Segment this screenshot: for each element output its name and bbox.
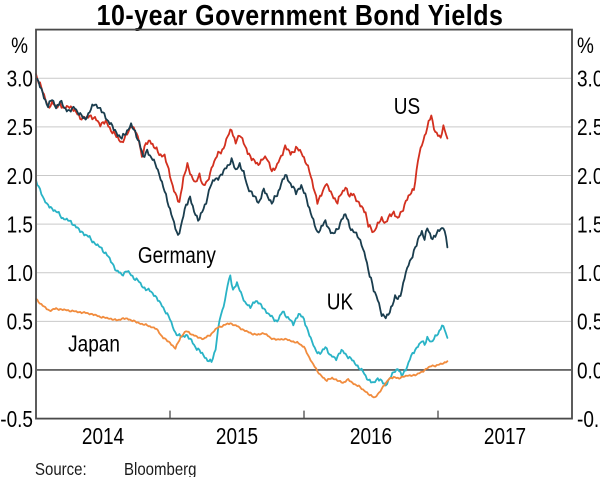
series-line-uk xyxy=(35,77,449,320)
y-axis-unit-left: % xyxy=(11,34,28,59)
y-axis-label-left-0.0: 0.0 xyxy=(7,359,33,384)
x-axis-label-2015: 2015 xyxy=(216,424,258,449)
series-label-uk: UK xyxy=(327,290,353,315)
x-axis-label-2017: 2017 xyxy=(484,424,526,449)
source-value: Bloomberg xyxy=(124,460,197,477)
y-axis-label-right-1.5: 1.5 xyxy=(577,213,600,238)
series-label-us: US xyxy=(394,95,420,120)
y-axis-label-left-2.0: 2.0 xyxy=(7,164,33,189)
x-axis-label-2016: 2016 xyxy=(350,424,392,449)
y-axis-label-right--0.5: -0.5 xyxy=(577,407,600,432)
y-axis-label-left-3.0: 3.0 xyxy=(7,67,33,92)
y-axis-label-right-0.0: 0.0 xyxy=(577,359,600,384)
y-axis-label-left--0.5: -0.5 xyxy=(0,407,33,432)
y-axis-label-left-1.5: 1.5 xyxy=(7,213,33,238)
series-label-germany: Germany xyxy=(138,243,217,268)
y-axis-label-left-0.5: 0.5 xyxy=(7,310,33,335)
y-axis-label-right-0.5: 0.5 xyxy=(577,310,600,335)
source-label: Source: xyxy=(35,460,87,477)
x-axis-label-2014: 2014 xyxy=(82,424,125,449)
y-axis-label-left-2.5: 2.5 xyxy=(7,116,33,141)
series-line-germany xyxy=(35,179,449,387)
y-axis-unit-right: % xyxy=(577,34,594,59)
y-axis-label-right-2.0: 2.0 xyxy=(577,164,600,189)
y-axis-label-right-3.0: 3.0 xyxy=(577,67,600,92)
series-line-japan xyxy=(35,298,449,399)
plot-area: 3.0 3.0 2.5 2.5 2.0 2.0 1.5 1.5 1.0 1.0 0.5 0.5 0.0 0… xyxy=(0,28,600,449)
chart-title: 10-year Government Bond Yields xyxy=(97,0,504,31)
y-axis-label-right-1.0: 1.0 xyxy=(577,261,600,286)
plot-frame xyxy=(35,28,573,420)
series-line-us xyxy=(35,73,449,234)
series-label-japan: Japan xyxy=(68,332,120,357)
y-axis-label-right-2.5: 2.5 xyxy=(577,116,600,141)
y-axis-label-left-1.0: 1.0 xyxy=(7,261,33,286)
